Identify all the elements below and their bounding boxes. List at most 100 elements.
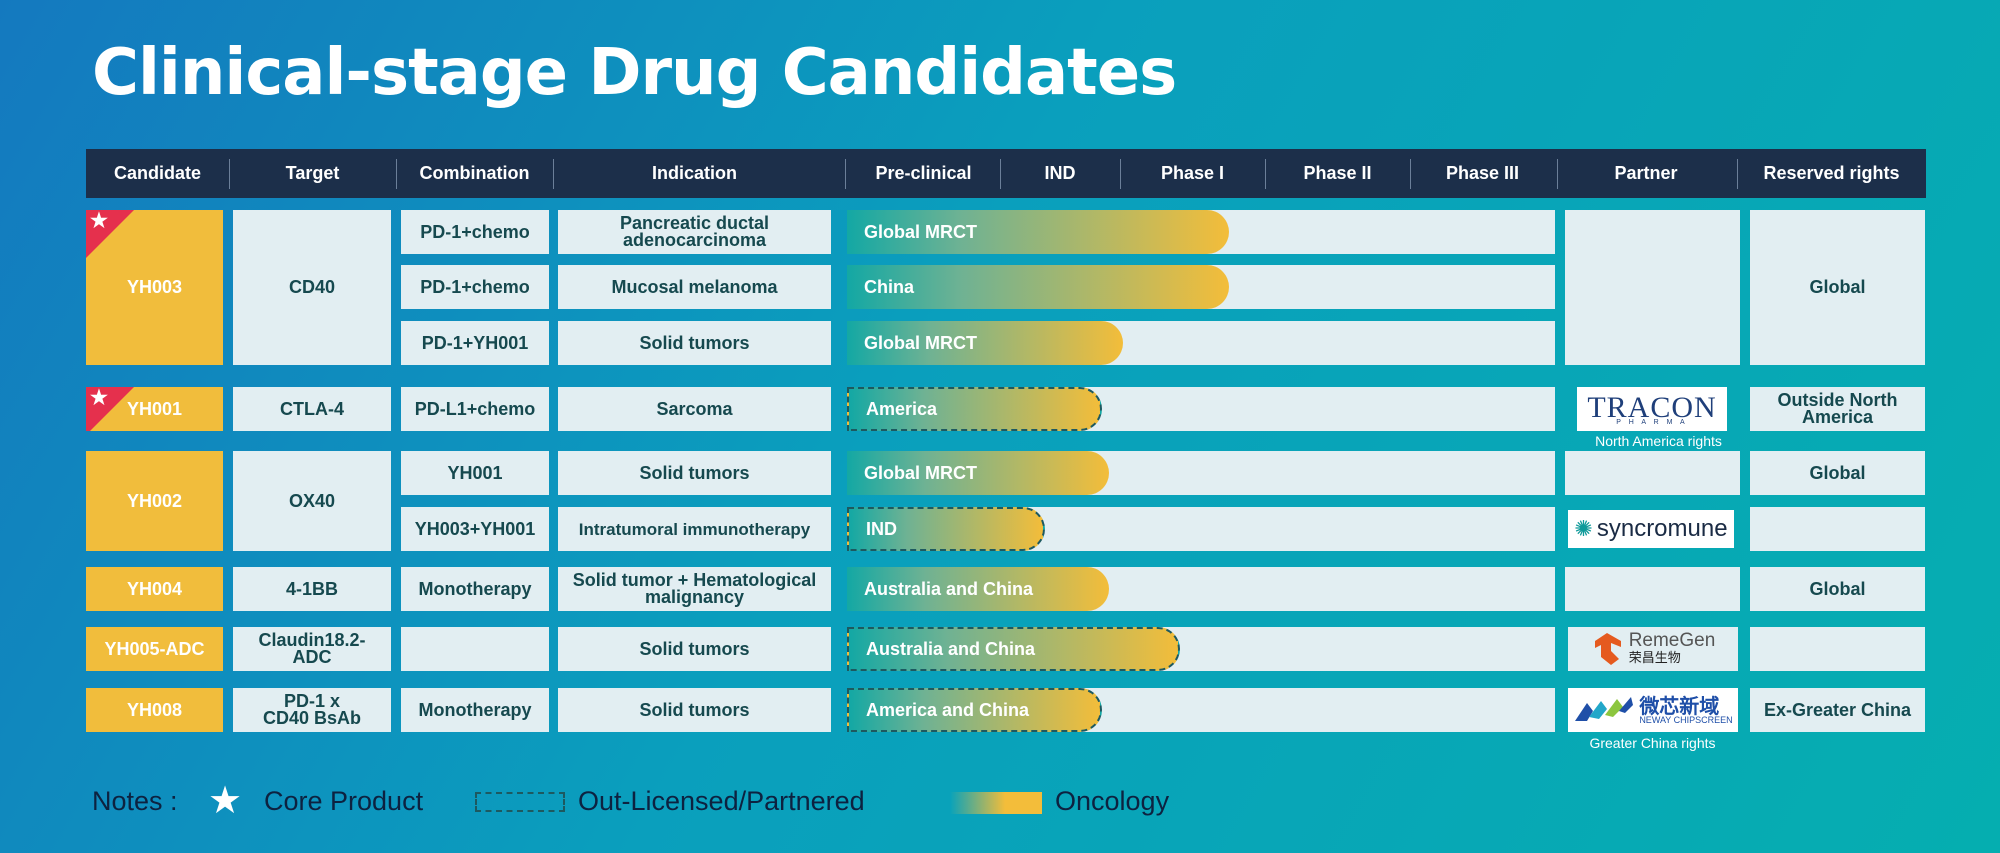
syncromune-mark-icon: ✺ — [1574, 516, 1593, 542]
pipeline-track: IND — [847, 507, 1555, 551]
pipeline-progress-bar: Australia and China — [847, 627, 1180, 671]
pipeline-region-label: Australia and China — [866, 638, 1036, 659]
notes-label: Notes : — [92, 786, 178, 816]
combination-cell: Monotherapy — [401, 688, 549, 732]
legend-dashed-swatch — [475, 792, 565, 812]
pipeline-track: Australia and China — [847, 567, 1555, 611]
header-phase3: Phase III — [1445, 163, 1520, 183]
neway-mark-icon — [1575, 697, 1634, 721]
header-ind: IND — [1044, 163, 1076, 183]
pipeline-track: America and China — [847, 688, 1555, 732]
rights-cell: Outside North America — [1750, 387, 1925, 431]
candidate-yh005-adc: YH005-ADC — [86, 627, 223, 671]
combination-cell — [401, 627, 549, 671]
indication-cell: Intratumoral immunotherapy — [558, 507, 831, 551]
header-combination: Combination — [419, 163, 530, 183]
header-divider — [1557, 159, 1558, 189]
header-divider — [1410, 159, 1411, 189]
page-title: Clinical-stage Drug Candidates — [92, 36, 1177, 110]
partner-cell — [1565, 451, 1740, 495]
partner-rights-caption: North America rights — [1595, 433, 1722, 449]
header-reserved-rights: Reserved rights — [1763, 163, 1900, 183]
pipeline-track: America — [847, 387, 1555, 431]
target-cell: OX40 — [233, 451, 391, 551]
chipscreen-wordmark: CHIPSCREEN — [1673, 714, 1733, 725]
header-target: Target — [285, 163, 340, 183]
indication-cell: Solid tumors — [558, 321, 831, 365]
star-icon: ★ — [90, 210, 108, 232]
partner-rights-caption: Greater China rights — [1589, 735, 1716, 751]
tracon-subtitle: P H A R M A — [1616, 418, 1688, 426]
header-candidate: Candidate — [113, 163, 201, 183]
candidate-yh008: YH008 — [86, 688, 223, 732]
header-divider — [1120, 159, 1121, 189]
rights-cell: Global — [1750, 451, 1925, 495]
header-indication: Indication — [652, 163, 737, 183]
pipeline-track: Global MRCT — [847, 321, 1555, 365]
tracon-wordmark: TRACON — [1587, 390, 1717, 424]
pipeline-progress-bar: Global MRCT — [847, 210, 1230, 254]
combination-cell: Monotherapy — [401, 567, 549, 611]
candidate-yh004: YH004 — [86, 567, 223, 611]
combination-cell: PD-1+chemo — [401, 210, 549, 254]
header-phase1: Phase I — [1160, 163, 1225, 183]
header-divider — [229, 159, 230, 189]
remegen-mark-icon — [1594, 633, 1621, 665]
candidate-label: YH008 — [126, 699, 183, 720]
pipeline-region-label: America and China — [866, 699, 1030, 720]
legend-oncology: Oncology — [1055, 786, 1170, 816]
pipeline-region-label: China — [864, 276, 915, 297]
candidate-label: YH005-ADC — [104, 638, 205, 659]
remegen-logo: RemeGen 荣昌生物 — [1568, 627, 1738, 671]
indication-cell: Pancreatic ductal adenocarcinoma — [558, 210, 831, 254]
pipeline-progress-bar: America — [847, 387, 1102, 431]
header-partner: Partner — [1614, 163, 1678, 183]
header-divider — [1737, 159, 1738, 189]
pipeline-progress-bar: Global MRCT — [847, 321, 1124, 365]
header-divider — [845, 159, 846, 189]
header-preclinical: Pre-clinical — [875, 163, 972, 183]
tracon-logo: TRACON P H A R M A — [1577, 387, 1727, 431]
indication-cell: Mucosal melanoma — [558, 265, 831, 309]
pipeline-progress-bar: America and China — [847, 688, 1102, 732]
syncromune-wordmark: syncromune — [1596, 515, 1728, 542]
indication-cell: Sarcoma — [558, 387, 831, 431]
legend-out-licensed: Out-Licensed/Partnered — [578, 786, 865, 816]
combination-cell: YH001 — [401, 451, 549, 495]
header-divider — [1265, 159, 1266, 189]
pipeline-region-label: Global MRCT — [864, 221, 977, 242]
star-icon: ★ — [90, 387, 108, 409]
pipeline-track: Australia and China — [847, 627, 1555, 671]
remegen-chinese-name: 荣昌生物 — [1628, 651, 1681, 667]
target-cell: PD-1 x CD40 BsAb — [233, 688, 391, 732]
candidate-yh002: YH002 — [86, 451, 223, 551]
neway-wordmark: NEWAY — [1639, 714, 1672, 725]
target-cell: CTLA-4 — [233, 387, 391, 431]
pipeline-region-label: Global MRCT — [864, 462, 977, 483]
candidate-yh001: ★ YH001 — [86, 387, 223, 431]
candidate-label: YH004 — [126, 578, 183, 599]
rights-cell: Ex-Greater China — [1750, 688, 1925, 732]
table-header — [86, 149, 1926, 198]
combination-cell: PD-1+chemo — [401, 265, 549, 309]
target-cell: Claudin18.2-ADC — [233, 627, 391, 671]
header-divider — [1000, 159, 1001, 189]
pipeline-progress-bar: Global MRCT — [847, 451, 1109, 495]
core-product-marker — [86, 387, 134, 431]
neway-chipscreen-logo: 微芯新域 NEWAY CHIPSCREEN — [1568, 688, 1738, 732]
star-icon: ★ — [208, 778, 243, 822]
target-cell: CD40 — [233, 210, 391, 365]
candidate-yh003: ★ YH003 — [86, 210, 223, 365]
indication-cell: Solid tumors — [558, 451, 831, 495]
legend-core-product: Core Product — [264, 786, 424, 816]
pipeline-region-label: Australia and China — [864, 578, 1034, 599]
indication-cell: Solid tumor + Hematological malignancy — [558, 567, 831, 611]
pipeline-track: China — [847, 265, 1555, 309]
pipeline-progress-bar: China — [847, 265, 1230, 309]
pipeline-region-label: America — [866, 398, 938, 419]
rights-cell — [1750, 507, 1925, 551]
rights-cell: Global — [1750, 567, 1925, 611]
partner-cell — [1565, 567, 1740, 611]
pipeline-track: Global MRCT — [847, 451, 1555, 495]
pipeline-region-label: IND — [866, 518, 897, 539]
